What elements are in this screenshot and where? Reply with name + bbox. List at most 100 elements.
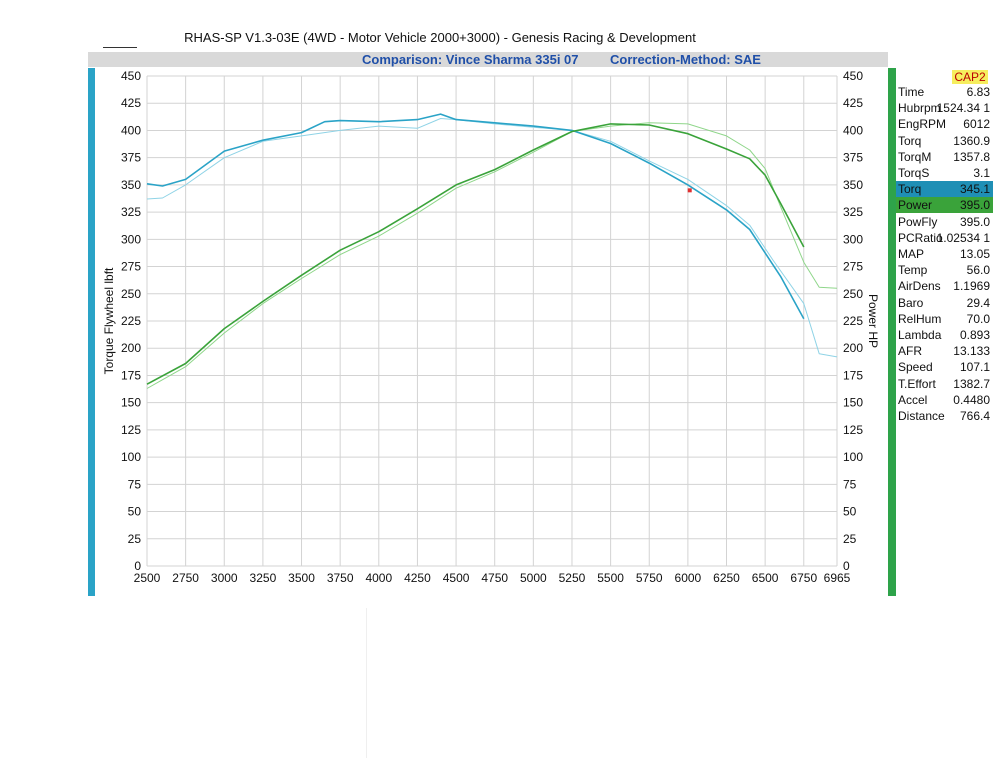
readout-value: 395.0 [959,214,990,229]
y-tick-label-left: 375 [121,151,141,165]
readout-value: 13.05 [959,247,990,261]
y-tick-label-right: 300 [843,232,863,246]
y-axis-title-right: Power HP [866,294,880,348]
y-tick-label-left: 275 [121,260,141,274]
x-tick-label: 5000 [520,571,547,585]
y-tick-label-left: 200 [121,341,141,355]
x-tick-label: 6965 [824,571,851,585]
readout-label: Hubrpm [898,101,941,116]
x-tick-label: 3750 [327,571,354,585]
readout-row-torq: Torq 345.1 [896,181,993,198]
readout-value: 1360.9 [953,133,990,148]
y-tick-label-right: 100 [843,450,863,464]
scan-margin [88,608,367,758]
x-tick-label: 5500 [597,571,624,585]
y-tick-label-right: 400 [843,123,863,137]
readout-label: Time [898,85,925,99]
readout-value: 70.0 [966,311,990,326]
title-divider [103,47,137,48]
readout-label: RelHum [898,311,942,326]
readout-label: PCRatio [898,230,943,245]
x-tick-label: 3000 [211,571,238,585]
readout-row-speed: Speed 107.1 [896,359,993,375]
y-tick-label-left: 325 [121,205,141,219]
readout-label: EngRPM [898,117,947,132]
y-tick-label-right: 125 [843,423,863,437]
x-tick-label: 6500 [752,571,779,585]
capture-badge: CAP2 [952,70,988,84]
readout-value: 766.4 [959,409,990,423]
y-tick-label-left: 450 [121,69,141,83]
readout-label: Power [898,198,933,213]
y-tick-label-left: 400 [121,123,141,137]
comparison-bar: Comparison: Vince Sharma 335i 07 Correct… [88,52,888,67]
readout-panel: Time 6.83 Hubrpm 1524.34 1 EngRPM 6012 Torq 136… [896,68,993,596]
readout-value: 0.4480 [953,392,990,407]
readout-value: 1357.8 [953,149,990,164]
y-tick-label-right: 150 [843,396,863,410]
readout-row-map: MAP 13.05 [896,246,993,262]
y-tick-label-right: 250 [843,287,863,301]
x-tick-label: 3250 [250,571,277,585]
y-tick-label-right: 325 [843,205,863,219]
y-tick-label-left: 0 [134,559,141,573]
readout-row-time: Time 6.83 [896,84,993,100]
y-tick-label-left: 300 [121,232,141,246]
x-tick-label: 2500 [134,571,161,585]
dyno-chart: 0 0 25 25 50 50 75 75 100 100 125 125 150 150 175 175 20… [102,69,880,585]
correction-method-label: Correction-Method: SAE [610,52,761,67]
readout-value: 345.1 [959,182,990,197]
readout-value: 1524.34 1 [936,101,990,116]
x-tick-label: 5750 [636,571,663,585]
y-tick-label-right: 450 [843,69,863,83]
readout-label: MAP [898,247,925,261]
readout-value: 29.4 [966,295,990,310]
torque-line [146,113,805,320]
readout-row-powfly: PowFly 395.0 [896,214,993,230]
readout-label: Baro [898,295,924,310]
readout-row-engrpm: EngRPM 6012 [896,116,993,132]
y-tick-label-right: 375 [843,151,863,165]
y-tick-label-right: 75 [843,477,857,491]
y-tick-label-right: 275 [843,260,863,274]
readout-label: PowFly [898,214,938,229]
readout-row-temp: Temp 56.0 [896,262,993,278]
y-tick-label-left: 250 [121,287,141,301]
readout-value: 107.1 [959,360,990,375]
x-tick-label: 4500 [443,571,470,585]
readout-label: Torq [898,182,922,197]
y-tick-label-left: 350 [121,178,141,192]
readout-value: 1382.7 [953,376,990,391]
x-tick-label: 2750 [172,571,199,585]
readout-row-pcratio: PCRatio 1.02534 1 [896,230,993,246]
readout-value: 1.02534 1 [936,230,990,245]
chart-title: RHAS-SP V1.3-03E (4WD - Motor Vehicle 20… [184,30,696,45]
readout-row-torqs: TorqS 3.1 [896,165,993,181]
readout-label: Torq [898,133,922,148]
y-tick-label-left: 175 [121,368,141,382]
readout-label: TorqS [898,166,930,180]
y-tick-label-left: 75 [128,477,142,491]
x-tick-label: 4750 [481,571,508,585]
y-tick-label-right: 350 [843,178,863,192]
y-tick-label-left: 100 [121,450,141,464]
y-tick-label-left: 225 [121,314,141,328]
x-tick-label: 3500 [288,571,315,585]
readout-value: 56.0 [966,263,990,278]
readout-row-airdens: AirDens 1.1969 [896,278,993,294]
readout-row-accel: Accel 0.4480 [896,392,993,408]
readout-label: TorqM [898,149,932,164]
readout-row-hubrpm: Hubrpm 1524.34 1 [896,100,993,116]
readout-label: AFR [898,344,922,359]
left-accent-bar [88,68,95,596]
readout-value: 0.893 [959,328,990,342]
readout-row-distance: Distance 766.4 [896,408,993,424]
comparison-label: Comparison: Vince Sharma 335i 07 [362,52,579,67]
readout-label: T.Effort [898,376,936,391]
y-tick-label-right: 25 [843,532,857,546]
power-line [146,123,805,385]
y-tick-label-right: 200 [843,341,863,355]
readout-value: 3.1 [973,166,990,180]
y-tick-label-right: 425 [843,96,863,110]
y-axis-title-left: Torque Flywheel lbft [102,267,116,374]
